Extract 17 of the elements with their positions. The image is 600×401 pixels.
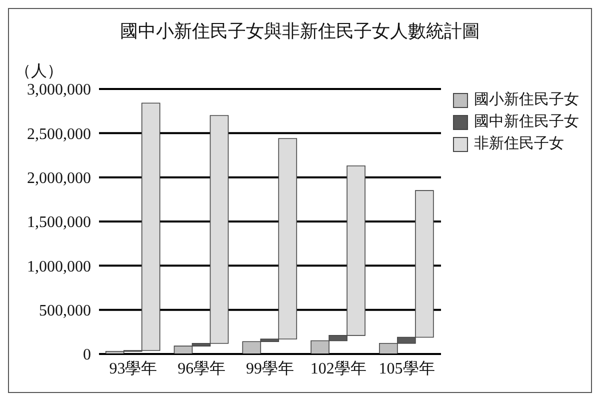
legend-label: 國小新住民子女 (474, 90, 579, 110)
x-tick-label: 102學年 (310, 360, 366, 378)
y-tick-label: 0 (83, 346, 91, 364)
y-tick-label: 2,000,000 (27, 170, 91, 188)
y-tick-label: 3,000,000 (27, 82, 91, 99)
chart-title: 國中小新住民子女與非新住民子女人數統計圖 (119, 20, 481, 43)
y-tick-label: 1,000,000 (27, 258, 91, 276)
legend-label: 國中新住民子女 (474, 112, 579, 132)
x-tick-label: 93學年 (109, 360, 158, 378)
legend-label: 非新住民子女 (474, 134, 564, 154)
x-tick-label: 99學年 (246, 360, 294, 378)
x-tick-label: 96學年 (178, 360, 226, 378)
y-tick-label: 500,000 (39, 302, 91, 320)
y-tick-label: 1,500,000 (27, 214, 91, 232)
x-tick-label: 105學年 (378, 360, 435, 378)
y-tick-label: 2,500,000 (27, 126, 91, 143)
y-axis-title: （人） (15, 62, 63, 82)
